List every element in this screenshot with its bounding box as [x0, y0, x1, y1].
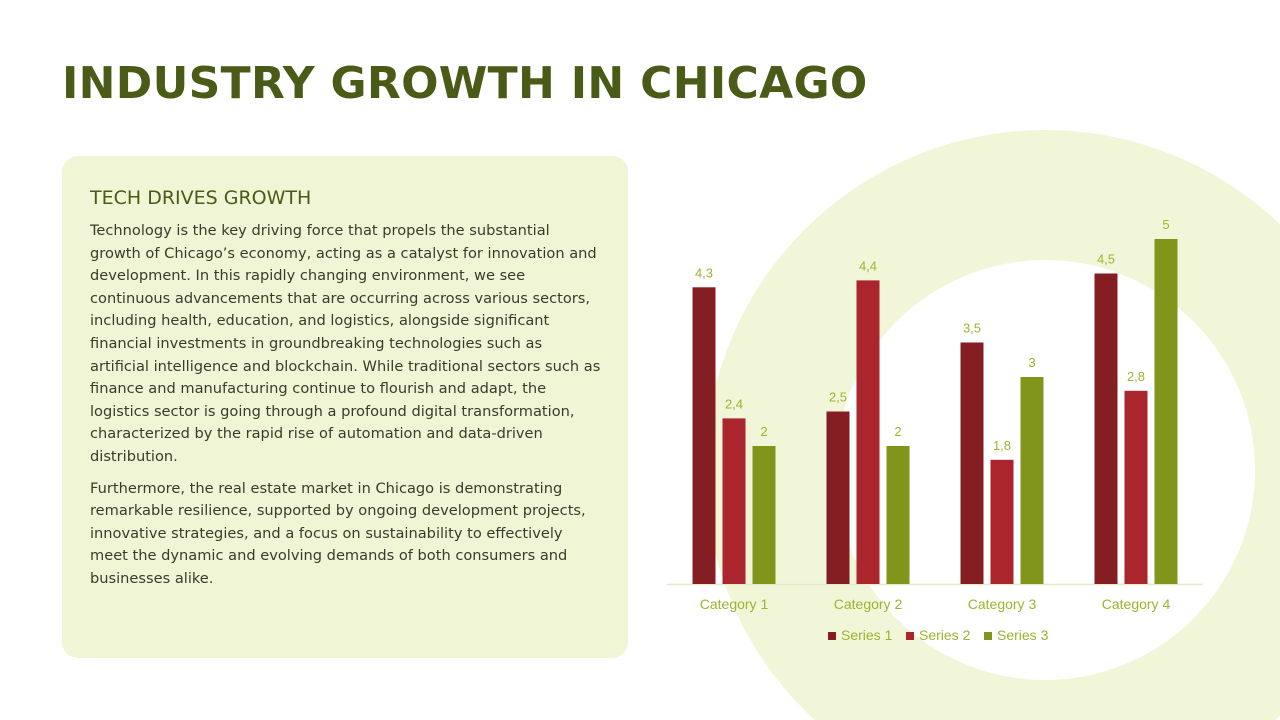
data-label-2-cat-3: 1,8: [993, 438, 1011, 453]
bar-1-cat-3: [960, 342, 984, 584]
paragraph-1: Technology is the key driving force that…: [90, 222, 601, 465]
bar-2-cat-2: [856, 280, 880, 584]
x-tick-label-2: Category 2: [834, 596, 903, 612]
legend-label-2: Series 2: [919, 627, 971, 643]
legend-label-1: Series 1: [841, 627, 893, 643]
data-label-3-cat-3: 3: [1028, 355, 1035, 370]
x-tick-label-1: Category 1: [700, 596, 769, 612]
panel-heading: TECH DRIVES GROWTH: [90, 187, 312, 209]
legend-swatch-2: [906, 632, 914, 640]
data-label-1-cat-1: 4,3: [695, 265, 713, 280]
bar-2-cat-4: [1124, 390, 1148, 584]
data-label-3-cat-2: 2: [894, 424, 901, 439]
data-label-2-cat-4: 2,8: [1127, 369, 1145, 384]
bar-2-cat-1: [722, 418, 746, 584]
data-label-2-cat-2: 4,4: [859, 258, 877, 273]
legend-swatch-1: [828, 632, 836, 640]
data-label-3-cat-1: 2: [760, 424, 767, 439]
bar-chart: 4,3 2,4 2 Category 1 2,5 4,4 2 Category 2 3,5 1,8…: [667, 217, 1203, 643]
x-tick-label-3: Category 3: [968, 596, 1037, 612]
bar-1-cat-4: [1094, 273, 1118, 584]
legend-swatch-3: [984, 632, 992, 640]
legend-label-3: Series 3: [997, 627, 1049, 643]
x-tick-label-4: Category 4: [1102, 596, 1171, 612]
bar-2-cat-3: [990, 459, 1014, 584]
paragraph-2: Furthermore, the real estate market in C…: [90, 479, 586, 587]
data-label-1-cat-3: 3,5: [963, 321, 981, 336]
slide-title: INDUSTRY GROWTH IN CHICAGO: [62, 58, 868, 109]
data-label-1-cat-2: 2,5: [829, 390, 847, 405]
data-label-1-cat-4: 4,5: [1097, 252, 1115, 267]
data-label-3-cat-4: 5: [1162, 217, 1169, 232]
bar-3-cat-2: [886, 446, 910, 584]
data-label-2-cat-1: 2,4: [725, 396, 743, 411]
bar-3-cat-3: [1020, 377, 1044, 584]
bar-1-cat-2: [826, 411, 850, 584]
bar-3-cat-4: [1154, 239, 1178, 584]
bar-1-cat-1: [692, 287, 716, 584]
panel-body: Technology is the key driving force that…: [90, 220, 602, 600]
text-panel: TECH DRIVES GROWTH Technology is the key…: [62, 156, 628, 658]
bar-3-cat-1: [752, 446, 776, 584]
